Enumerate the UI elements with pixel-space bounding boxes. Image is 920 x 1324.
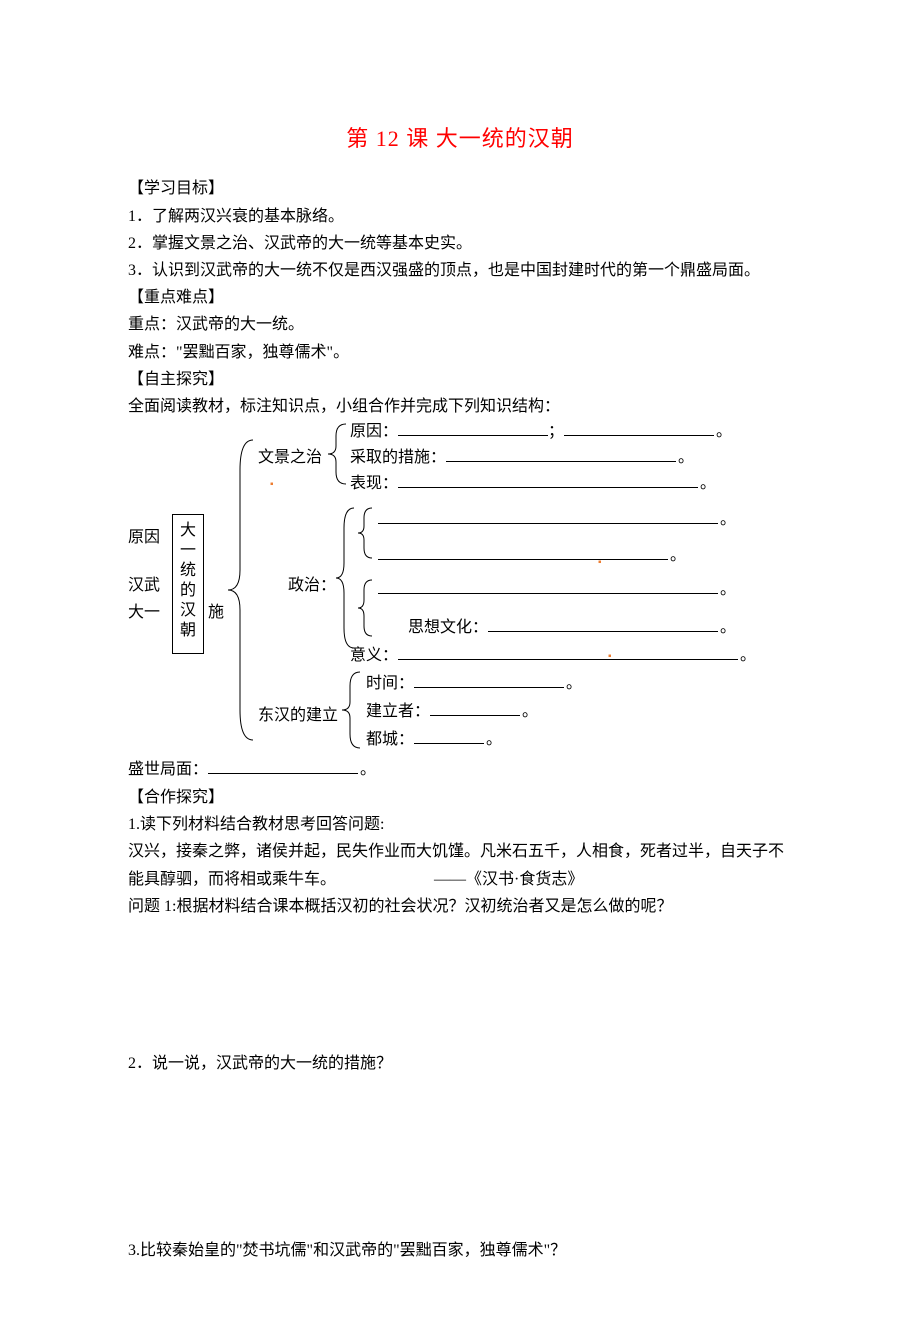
keydiff-heading: 【重点难点】 [128,284,792,311]
orange-marker-3: ▪ [608,648,612,665]
diag-zhengzhi-label: 政治 [288,577,320,594]
diag-yiyi: 意义：。 [350,642,756,669]
diag-left-shi: 施 [208,599,224,626]
diag-sxwh: 思想文化：。 [408,614,736,641]
diag-left-hanwu: 汉武 [128,572,160,599]
brace-wenjing [328,424,350,484]
diag-root-text: 大一统的汉朝 [180,522,196,639]
diag-wj-show-label: 表现： [350,475,398,492]
goal-1: 1．了解两汉兴衰的基本脉络。 [128,203,792,230]
knowledge-diagram: 原因 汉武 大一 施 大一统的汉朝 文景之治 原因：；。 采取的措施：。 表现：… [128,424,792,784]
brace-zhengzhi [336,508,358,648]
goal-2: 2．掌握文景之治、汉武帝的大一统等基本史实。 [128,230,792,257]
diag-dh-founder-label: 建立者： [366,703,430,720]
diag-sxwh-label: 思想文化： [408,619,488,636]
diag-dh-cap: 都城：。 [366,726,502,753]
diag-wj-measure-label: 采取的措施： [350,449,446,466]
diag-wj-reason-label: 原因： [350,423,398,440]
diag-wenjing: 文景之治 [258,444,322,471]
brace-donghan [342,672,364,748]
coop-q2: 2．说一说，汉武帝的大一统的措施？ [128,1050,792,1077]
diag-wj-reason: 原因：；。 [350,418,732,445]
document-page: 第 12 课 大一统的汉朝 【学习目标】 1．了解两汉兴衰的基本脉络。 2．掌握… [0,0,920,1324]
coop-heading: 【合作探究】 [128,784,792,811]
keydiff-2: 难点："罢黜百家，独尊儒术"。 [128,339,792,366]
diag-wj-show: 表现：。 [350,470,716,497]
diag-zz-blank-3: 。 [378,576,736,603]
diag-dh-founder: 建立者：。 [366,698,538,725]
self-heading: 【自主探究】 [128,366,792,393]
diag-left-dayi: 大一 [128,599,160,626]
diag-shengshi-label: 盛世局面： [128,761,208,778]
diag-zz-blank-2: 。 [378,542,686,569]
diag-wj-measure: 采取的措施：。 [350,444,694,471]
goals-heading: 【学习目标】 [128,175,792,202]
diag-dh-cap-label: 都城： [366,731,414,748]
diag-dh-time: 时间：。 [366,670,582,697]
orange-marker-2: ▪ [598,554,602,571]
diag-zz-blank-1: 。 [378,506,736,533]
diag-dh-time-label: 时间： [366,675,414,692]
coop-q1-lead: 1.读下列材料结合教材思考回答问题: [128,811,792,838]
diag-root-box: 大一统的汉朝 [172,514,204,654]
orange-marker-1: ▪ [270,476,274,493]
diag-yiyi-label: 意义： [350,647,398,664]
brace-main [228,440,258,740]
brace-zz-lower [358,580,376,636]
self-lead: 全面阅读教材，标注知识点，小组合作并完成下列知识结构： [128,393,792,420]
diag-shengshi: 盛世局面：。 [128,756,376,783]
coop-q3: 3.比较秦始皇的"焚书坑儒"和汉武帝的"罢黜百家，独尊儒术"？ [128,1237,792,1264]
goal-3: 3．认识到汉武帝的大一统不仅是西汉强盛的顶点，也是中国封建时代的第一个鼎盛局面。 [128,257,792,284]
lesson-title: 第 12 课 大一统的汉朝 [128,120,792,157]
coop-q1-question: 问题 1:根据材料结合课本概括汉初的社会状况？汉初统治者又是怎么做的呢？ [128,893,792,920]
diag-zhengzhi: 政治： [288,572,336,599]
keydiff-1: 重点：汉武帝的大一统。 [128,311,792,338]
diag-left-reason: 原因 [128,524,160,551]
coop-q1-src: ——《汉书·食货志》 [434,871,583,888]
brace-zz-upper [358,508,376,558]
diag-donghan: 东汉的建立 [258,702,338,729]
coop-q1-material: 汉兴，接秦之弊，诸侯并起，民失作业而大饥馑。凡米石五千，人相食，死者过半，自天子… [128,838,792,892]
